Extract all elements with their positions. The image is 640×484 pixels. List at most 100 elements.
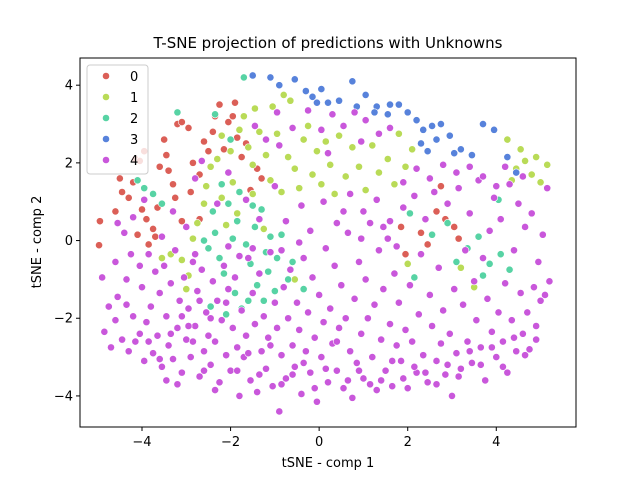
data-point-class-0 (215, 100, 224, 109)
data-point-class-4 (324, 378, 332, 387)
data-point-class-4 (403, 384, 412, 393)
data-point-class-4 (541, 291, 549, 299)
data-point-class-4 (129, 213, 138, 222)
data-point-class-3 (419, 125, 428, 134)
data-point-class-1 (516, 145, 525, 154)
data-point-class-4 (417, 250, 425, 259)
data-point-class-4 (388, 382, 397, 391)
data-point-class-0 (142, 215, 151, 224)
data-point-class-1 (335, 131, 343, 140)
data-point-class-4 (279, 283, 288, 292)
data-point-class-3 (386, 100, 394, 109)
x-tick-label: 2 (404, 435, 412, 450)
data-point-class-1 (290, 164, 299, 173)
data-point-class-4 (213, 296, 222, 305)
data-point-class-4 (231, 273, 239, 282)
data-point-class-4 (226, 366, 235, 375)
data-point-class-4 (454, 184, 463, 193)
data-point-class-0 (111, 207, 120, 216)
data-point-class-2 (228, 234, 237, 243)
data-point-class-4 (521, 351, 529, 360)
data-point-class-3 (370, 108, 379, 117)
data-point-class-4 (200, 366, 208, 375)
data-point-class-4 (304, 308, 312, 317)
data-point-class-1 (304, 122, 312, 130)
data-point-class-1 (217, 131, 226, 140)
data-point-class-4 (350, 108, 359, 117)
data-point-class-4 (499, 337, 507, 346)
data-point-class-0 (144, 240, 153, 249)
data-point-class-1 (228, 178, 237, 187)
data-point-class-0 (231, 98, 239, 107)
data-point-class-4 (481, 376, 490, 385)
data-point-class-1 (248, 190, 257, 198)
data-point-class-3 (512, 168, 521, 177)
data-point-class-3 (383, 110, 392, 119)
data-point-class-4 (355, 366, 363, 375)
data-point-class-4 (388, 357, 397, 365)
data-point-class-4 (425, 174, 434, 183)
data-point-class-4 (335, 324, 343, 332)
data-point-class-4 (202, 308, 211, 317)
data-point-class-4 (306, 368, 315, 377)
data-point-class-4 (304, 106, 312, 115)
data-point-class-1 (233, 209, 242, 218)
data-point-class-4 (264, 333, 273, 342)
data-point-class-0 (151, 232, 160, 241)
data-point-class-4 (317, 125, 326, 134)
data-point-class-4 (186, 353, 195, 361)
y-tick-label: 0 (65, 234, 73, 249)
data-point-class-4 (224, 285, 233, 294)
data-point-class-4 (379, 285, 388, 294)
data-point-class-4 (461, 246, 470, 255)
data-point-class-0 (450, 223, 459, 231)
data-point-class-4 (423, 378, 432, 387)
data-point-class-4 (301, 347, 310, 356)
data-point-class-2 (264, 267, 273, 276)
data-point-class-0 (138, 205, 146, 214)
legend-label-0: 0 (130, 70, 138, 85)
data-point-class-4 (213, 199, 222, 208)
legend-box (86, 64, 149, 175)
data-point-class-4 (487, 327, 496, 336)
data-point-class-1 (226, 147, 235, 156)
data-point-class-4 (525, 345, 534, 354)
data-point-class-2 (220, 269, 228, 278)
data-point-class-4 (146, 302, 155, 311)
data-point-class-3 (490, 125, 498, 134)
data-point-class-0 (160, 135, 169, 144)
data-point-class-3 (394, 100, 403, 109)
data-point-class-4 (173, 380, 182, 389)
data-point-class-4 (419, 351, 428, 360)
data-point-class-4 (379, 223, 388, 231)
data-point-class-4 (255, 215, 264, 224)
data-point-class-4 (248, 244, 257, 253)
data-point-class-2 (428, 230, 436, 239)
data-point-class-4 (169, 207, 177, 216)
data-point-class-4 (527, 209, 536, 218)
data-point-class-4 (222, 298, 231, 307)
data-point-class-4 (339, 207, 348, 216)
data-point-class-4 (501, 279, 510, 288)
data-point-class-2 (140, 184, 149, 193)
data-point-class-4 (392, 242, 401, 251)
data-point-class-4 (182, 223, 191, 231)
legend-marker-1 (102, 93, 110, 101)
data-point-class-4 (208, 277, 217, 286)
data-point-class-4 (164, 341, 173, 350)
data-point-class-4 (355, 258, 363, 266)
data-point-class-4 (155, 355, 164, 363)
data-point-class-0 (155, 162, 164, 171)
data-point-class-4 (184, 304, 193, 313)
data-point-class-4 (288, 370, 297, 379)
data-point-class-0 (124, 193, 133, 202)
data-point-class-4 (293, 298, 301, 307)
data-point-class-4 (173, 324, 182, 332)
data-point-class-4 (191, 322, 200, 330)
data-point-class-4 (153, 331, 162, 340)
data-point-class-4 (472, 316, 481, 325)
data-point-class-4 (319, 197, 328, 206)
data-point-class-2 (406, 209, 414, 218)
data-point-class-0 (423, 240, 432, 249)
